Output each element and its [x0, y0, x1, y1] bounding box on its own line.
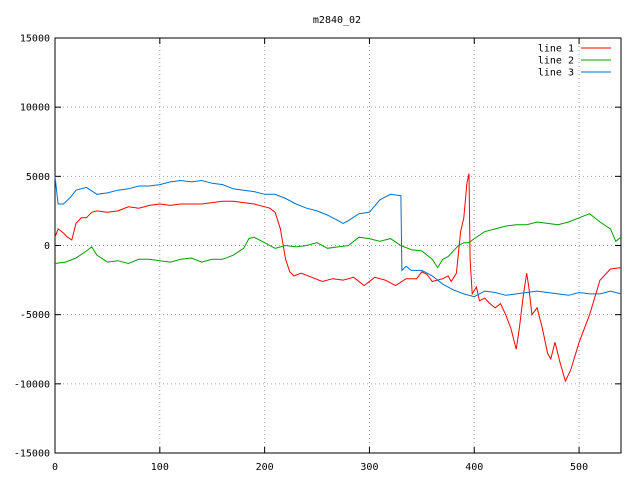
y-tick-label: 10000: [20, 103, 50, 114]
x-tick-label: 400: [465, 462, 483, 473]
legend-label: line 2: [538, 56, 574, 67]
y-tick-label: -15000: [14, 449, 50, 460]
x-tick-label: 500: [570, 462, 588, 473]
y-tick-label: 15000: [20, 34, 50, 45]
x-tick-label: 300: [360, 462, 378, 473]
x-tick-label: 0: [52, 462, 58, 473]
y-tick-label: 0: [44, 241, 50, 252]
x-axis-ticks: 0 100 200 300 400 500: [52, 38, 588, 473]
series-line-3: [54, 176, 622, 298]
x-tick-label: 200: [256, 462, 274, 473]
series-line-2: [54, 213, 622, 269]
plot-frame: [54, 37, 622, 454]
series-line-1: [54, 173, 622, 383]
legend-label: line 3: [538, 68, 574, 79]
chart-title: m2840_02: [313, 15, 361, 26]
legend-label: line 1: [538, 44, 574, 55]
series-group: [54, 173, 622, 383]
y-tick-label: 5000: [26, 172, 50, 183]
x-tick-label: 100: [151, 462, 169, 473]
y-tick-label: -10000: [14, 379, 50, 390]
grid-lines: [55, 38, 621, 453]
y-axis-ticks: 15000 10000 5000 0 -5000 -10000 -15000: [14, 34, 621, 460]
y-tick-label: -5000: [20, 310, 50, 321]
